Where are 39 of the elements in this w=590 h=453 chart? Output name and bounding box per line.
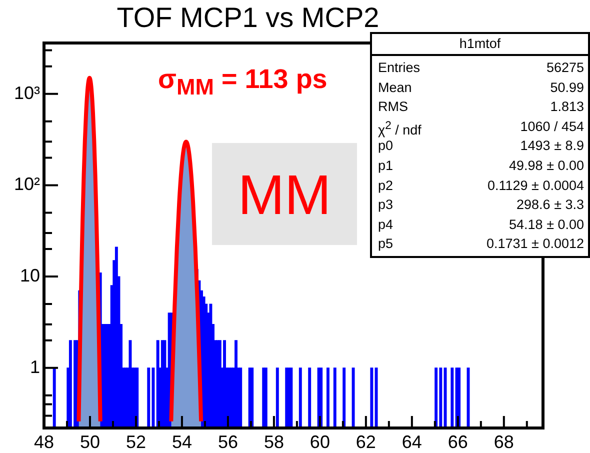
annotation: 0.1731 ± 0.0012 bbox=[486, 235, 584, 254]
annotation: p1 bbox=[378, 156, 394, 175]
x-tick-label: 56 bbox=[218, 432, 238, 452]
y-tick-label: 10 bbox=[20, 266, 40, 286]
annotation: RMS bbox=[378, 98, 408, 116]
x-tick-label: 52 bbox=[126, 432, 146, 452]
x-tick-label: 68 bbox=[494, 432, 514, 452]
x-tick-label: 64 bbox=[402, 432, 422, 452]
annotation: p5 bbox=[378, 235, 394, 254]
annotation: p3 bbox=[378, 196, 394, 214]
annotation: Entries bbox=[378, 59, 420, 77]
x-tick-label: 66 bbox=[448, 432, 468, 452]
annotation: χ$^{2}$ / ndf bbox=[378, 118, 422, 138]
annotation: 49.98 ± 0.00 bbox=[509, 156, 584, 175]
annotation: h1mtof bbox=[372, 34, 588, 56]
annotation: 0.1129 ± 0.0004 bbox=[488, 176, 584, 195]
x-tick-label: 60 bbox=[310, 432, 330, 452]
annotation: 54.18 ± 0.00 bbox=[509, 216, 584, 234]
annotation: σ$_{MM}$ = 113 ps bbox=[158, 64, 328, 100]
y-tick-label: 1 bbox=[30, 356, 40, 377]
y-tick-label: 10² bbox=[14, 174, 40, 194]
text: 56275 bbox=[546, 59, 584, 77]
x-tick-label: 48 bbox=[34, 432, 54, 452]
text: 50.99 bbox=[550, 78, 584, 97]
text: 1.813 bbox=[550, 98, 584, 116]
x-tick-label: 58 bbox=[264, 432, 284, 452]
annotation: p4 bbox=[378, 216, 394, 234]
annotation: p2 bbox=[378, 176, 394, 195]
x-tick-label: 62 bbox=[356, 432, 376, 452]
annotation: 1493 ± 8.9 bbox=[520, 137, 584, 156]
chart-title: TOF MCP1 vs MCP2 bbox=[116, 2, 380, 34]
annotation: Mean bbox=[378, 78, 412, 97]
annotation: 298.6 ± 3.3 bbox=[516, 196, 584, 214]
annotation: MM bbox=[212, 143, 357, 245]
x-tick-label: 50 bbox=[80, 432, 100, 452]
annotation: 1060 / 454 bbox=[520, 118, 584, 136]
x-tick-label: 54 bbox=[172, 432, 192, 452]
y-tick-label: 10³ bbox=[14, 82, 40, 103]
annotation: p0 bbox=[378, 138, 394, 156]
